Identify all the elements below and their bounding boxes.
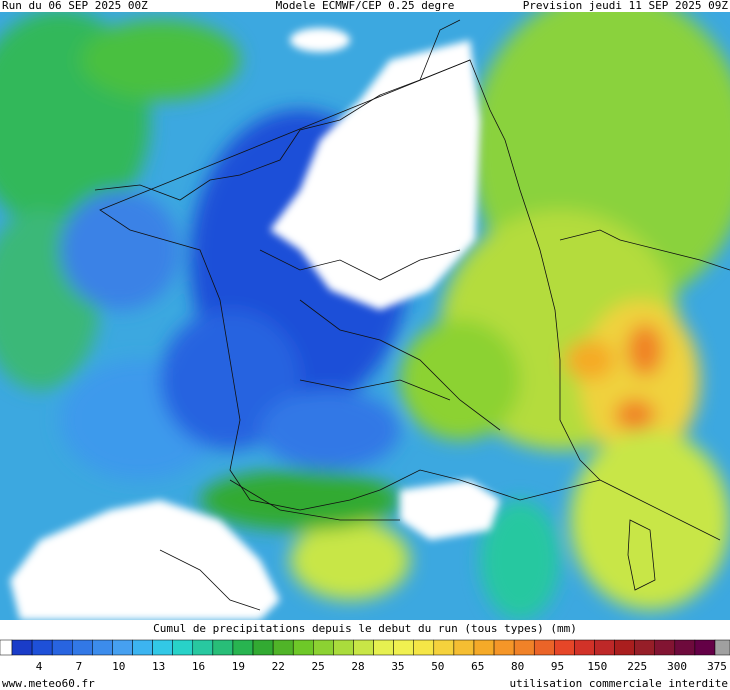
borders xyxy=(94,19,730,611)
color-swatch xyxy=(72,639,93,656)
legend-tick-label: 19 xyxy=(232,660,245,673)
color-swatch xyxy=(212,639,234,656)
color-swatch xyxy=(0,639,13,656)
color-swatch xyxy=(373,639,394,656)
color-swatch xyxy=(533,639,555,656)
legend-tick-label: 375 xyxy=(707,660,727,673)
run-label: Run du 06 SEP 2025 00Z xyxy=(2,0,148,12)
legend-tick-label: 300 xyxy=(667,660,687,673)
color-swatch xyxy=(152,639,173,656)
color-swatch xyxy=(473,639,495,656)
legend-tick-label: 10 xyxy=(112,660,125,673)
color-swatch xyxy=(112,639,133,656)
precip-map xyxy=(0,12,730,620)
notice-label: utilisation commerciale interdite xyxy=(509,677,728,690)
color-swatch xyxy=(313,639,334,656)
dry-areas xyxy=(10,28,500,620)
color-swatch xyxy=(172,639,194,656)
color-swatch xyxy=(453,639,475,656)
color-swatch xyxy=(714,639,730,656)
color-swatch xyxy=(51,639,73,656)
color-swatch xyxy=(694,639,716,656)
color-swatch xyxy=(554,639,575,656)
color-swatch xyxy=(574,639,595,656)
color-swatch xyxy=(92,639,113,656)
legend-tick-label: 65 xyxy=(471,660,484,673)
color-swatch xyxy=(132,639,153,656)
color-swatch xyxy=(413,639,435,656)
color-swatch xyxy=(11,639,33,656)
color-swatch xyxy=(493,639,515,656)
color-swatch xyxy=(433,639,455,656)
legend-ticks: 4 7 10 13 16 19 22 25 28 35 50 65 80 95 150 225 300 375 xyxy=(36,660,727,673)
legend-tick-label: 95 xyxy=(551,660,564,673)
color-swatch xyxy=(31,639,53,656)
color-swatch xyxy=(252,639,274,656)
legend-tick-label: 150 xyxy=(587,660,607,673)
legend-tick-label: 22 xyxy=(272,660,285,673)
site-label: www.meteo60.fr xyxy=(2,677,95,690)
legend-tick-label: 80 xyxy=(511,660,524,673)
color-swatch xyxy=(513,639,535,656)
legend-tick-label: 16 xyxy=(192,660,205,673)
legend-tick-label: 13 xyxy=(152,660,165,673)
model-label: Modele ECMWF/CEP 0.25 degre xyxy=(276,0,455,12)
legend-tick-label: 35 xyxy=(391,660,404,673)
color-swatch xyxy=(192,639,214,656)
legend-title: Cumul de precipitations depuis le debut … xyxy=(153,622,577,635)
color-swatch xyxy=(232,639,254,656)
color-swatch xyxy=(594,639,615,656)
legend-tick-label: 4 xyxy=(36,660,43,673)
forecast-label: Prevision jeudi 11 SEP 2025 09Z xyxy=(523,0,729,12)
legend-tick-label: 7 xyxy=(76,660,83,673)
color-swatch xyxy=(654,639,676,656)
legend-tick-label: 50 xyxy=(431,660,444,673)
color-swatch xyxy=(333,639,354,656)
color-swatch xyxy=(674,639,696,656)
color-swatch xyxy=(353,639,374,656)
color-swatch xyxy=(634,639,655,656)
colorbar xyxy=(0,639,730,656)
legend-tick-label: 25 xyxy=(312,660,325,673)
color-swatch xyxy=(292,639,314,656)
color-swatch xyxy=(393,639,414,656)
color-swatch xyxy=(614,639,635,656)
header-bar xyxy=(0,0,730,12)
legend-tick-label: 225 xyxy=(627,660,647,673)
legend-tick-label: 28 xyxy=(351,660,364,673)
color-swatch xyxy=(272,639,294,656)
